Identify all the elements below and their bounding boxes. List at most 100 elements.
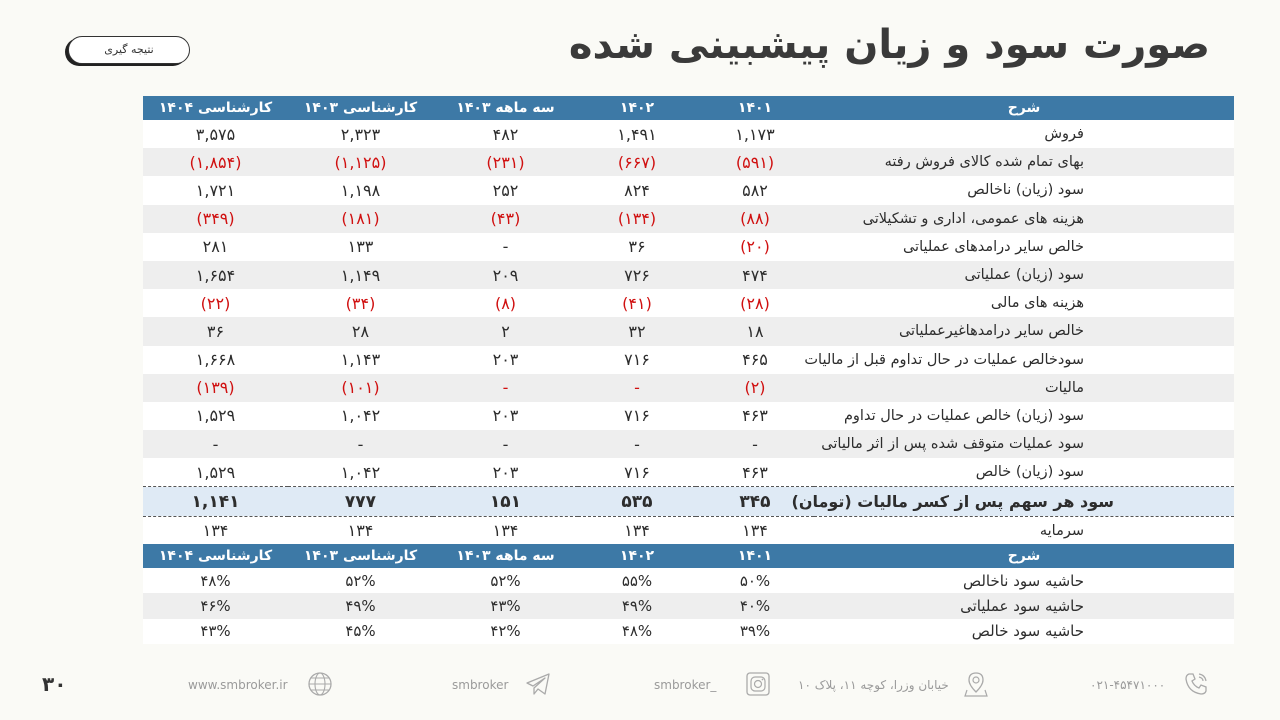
table-cell: ۵۲%: [288, 568, 433, 594]
table-cell: ۴۷۴: [696, 260, 814, 290]
table-cell: -: [288, 430, 433, 459]
header-1402: ۱۴۰۲: [578, 544, 696, 568]
table-cell: ۱,۱۴۳: [288, 345, 433, 374]
table-cell: ۱۳۳: [288, 232, 433, 261]
table-cell: ۱۳۴: [288, 516, 433, 545]
table-cell: (۴۳): [433, 204, 578, 233]
table-cell: ۱۳۴: [696, 516, 814, 545]
table-cell: -: [143, 430, 288, 459]
table-cell: ۳,۵۷۵: [143, 120, 288, 149]
table-row: هزینه های مالی (۲۸) (۴۱) (۸) (۳۴) (۲۲): [143, 289, 1234, 318]
table-cell: ۴۶۵: [696, 345, 814, 374]
table-cell: ۳۹%: [696, 618, 814, 645]
table-cell: (۱,۸۵۴): [143, 148, 288, 177]
table-cell: (۴۱): [578, 289, 696, 318]
footer: ۰۲۱-۴۵۴۷۱۰۰۰ خیابان وزرا، کوچه ۱۱، پلاک …: [0, 664, 1280, 708]
table-row: بهای تمام شده کالای فروش رفته (۵۹۱) (۶۶۷)(…: [143, 148, 1234, 177]
row-label: فروش: [814, 120, 1234, 149]
table-cell: ۱,۷۲۱: [143, 176, 288, 205]
table-row: سود هر سهم پس از کسر مالیات (تومان) ۳۴۵ ۵۳…: [143, 486, 1234, 517]
table-cell: ۱,۵۲۹: [143, 458, 288, 487]
table-cell: ۴۶۳: [696, 458, 814, 487]
table-cell: ۲۰۹: [433, 260, 578, 290]
row-label: سود (زیان) عملیاتی: [814, 260, 1234, 290]
table-cell: (۸۸): [696, 204, 814, 233]
table-row: سرمایه ۱۳۴ ۱۳۴ ۱۳۴ ۱۳۴ ۱۳۴: [143, 516, 1234, 545]
table-cell: ۵۰%: [696, 568, 814, 594]
table-cell: ۴۶%: [143, 593, 288, 619]
table-cell: ۴۸۲: [433, 120, 578, 149]
row-label: حاشیه سود خالص: [814, 618, 1234, 645]
table-cell: (۱۸۱): [288, 204, 433, 233]
table-cell: ۷۲۶: [578, 260, 696, 290]
table-cell: ۵۵%: [578, 568, 696, 594]
table-row: حاشیه سود خالص ۳۹% ۴۸% ۴۲% ۴۵% ۴۳%: [143, 618, 1234, 645]
table-cell: ۴۵%: [288, 618, 433, 645]
row-label: حاشیه سود عملیاتی: [814, 593, 1234, 619]
table-cell: ۴۰%: [696, 593, 814, 619]
table-cell: -: [433, 232, 578, 261]
table-row: هزینه های عمومی، اداری و تشکیلاتی (۸۸) (۱۳…: [143, 204, 1234, 233]
table-cell: ۵۳۵: [578, 486, 696, 517]
page-number: ۳۰: [42, 672, 67, 696]
table-cell: ۱,۶۶۸: [143, 345, 288, 374]
table-row: حاشیه سود عملیاتی ۴۰% ۴۹% ۴۳% ۴۹% ۴۶%: [143, 593, 1234, 619]
table-cell: -: [696, 430, 814, 459]
table-cell: (۲۲): [143, 289, 288, 318]
table-cell: ۷۱۶: [578, 401, 696, 431]
table-cell: -: [433, 373, 578, 402]
table-cell: ۴۸%: [143, 568, 288, 594]
table-cell: (۳۴۹): [143, 204, 288, 233]
telegram-icon[interactable]: [524, 670, 552, 698]
table-cell: ۲۰۳: [433, 401, 578, 431]
table-cell: ۱,۵۲۹: [143, 401, 288, 431]
row-label: حاشیه سود ناخالص: [814, 568, 1234, 594]
footer-instagram[interactable]: smbroker_: [654, 678, 717, 692]
header-1401: ۱۴۰۱: [696, 96, 814, 120]
table-cell: ۷۱۶: [578, 345, 696, 374]
table-cell: ۴۳%: [433, 593, 578, 619]
table-cell: ۳۶: [143, 317, 288, 346]
table-row: سودخالص عملیات در حال تداوم قبل از مالیا…: [143, 345, 1234, 374]
row-label: سود (زیان) ناخالص: [814, 176, 1234, 205]
table-cell: -: [578, 373, 696, 402]
table-cell: ۱,۱۴۹: [288, 260, 433, 290]
phone-icon: [1185, 673, 1207, 695]
table-cell: ۱۵۱: [433, 486, 578, 517]
table-cell: ۱۳۴: [433, 516, 578, 545]
table-cell: ۴۹%: [578, 593, 696, 619]
footer-telegram[interactable]: smbroker: [452, 678, 509, 692]
table-cell: ۱,۶۵۴: [143, 260, 288, 290]
header-est-1404: کارشناسی ۱۴۰۴: [143, 544, 288, 568]
header-est-1403: کارشناسی ۱۴۰۳: [288, 544, 433, 568]
table-cell: ۳۴۵: [696, 486, 814, 517]
table-cell: (۶۶۷): [578, 148, 696, 177]
table-cell: (۱,۱۲۵): [288, 148, 433, 177]
page-title: صورت سود و زیان پیشبینی شده: [568, 22, 1211, 68]
conclusion-button[interactable]: نتیجه گیری: [68, 36, 190, 64]
table-cell: ۱,۱۹۸: [288, 176, 433, 205]
table-cell: ۲۸۱: [143, 232, 288, 261]
header-3m-1403: سه ماهه ۱۴۰۳: [433, 544, 578, 568]
table-cell: ۸۲۴: [578, 176, 696, 205]
header-est-1403: کارشناسی ۱۴۰۳: [288, 96, 433, 120]
table-cell: (۲): [696, 373, 814, 402]
table-cell: (۲۳۱): [433, 148, 578, 177]
table-cell: (۵۹۱): [696, 148, 814, 177]
table-cell: ۲۰۳: [433, 345, 578, 374]
row-label: هزینه های عمومی، اداری و تشکیلاتی: [814, 204, 1234, 233]
table-cell: ۲۵۲: [433, 176, 578, 205]
table-cell: (۱۰۱): [288, 373, 433, 402]
table-row: سود (زیان) عملیاتی ۴۷۴ ۷۲۶ ۲۰۹ ۱,۱۴۹ ۱,۶۵۴: [143, 260, 1234, 290]
table-cell: ۱۳۴: [143, 516, 288, 545]
table-cell: (۱۳۹): [143, 373, 288, 402]
table-cell: (۲۰): [696, 232, 814, 261]
table-cell: ۴۶۳: [696, 401, 814, 431]
table-cell: ۲,۳۲۳: [288, 120, 433, 149]
row-label: خالص سایر درامدهاغیرعملیاتی: [814, 317, 1234, 346]
table-cell: ۷۷۷: [288, 486, 433, 517]
table-row: سود (زیان) خالص ۴۶۳ ۷۱۶ ۲۰۳ ۱,۰۴۲ ۱,۵۲۹: [143, 458, 1234, 487]
footer-website[interactable]: www.smbroker.ir: [188, 678, 288, 692]
table-cell: ۴۲%: [433, 618, 578, 645]
instagram-icon[interactable]: [744, 670, 772, 698]
